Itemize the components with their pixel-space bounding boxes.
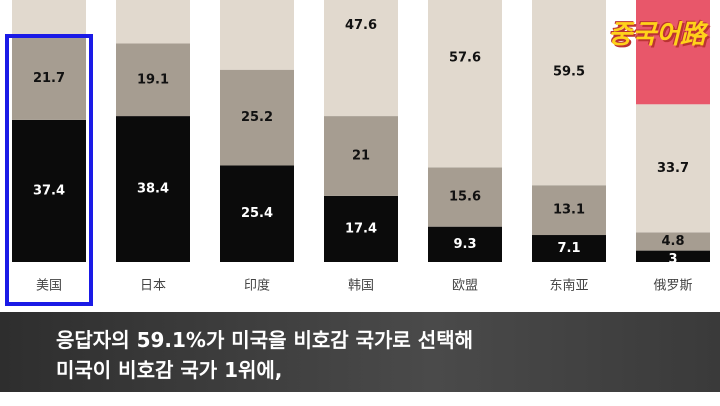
segment-label: 9.3 xyxy=(453,237,476,252)
segment-label: 57.6 xyxy=(449,50,481,65)
category-label: 美国 xyxy=(36,279,62,294)
bar-segment xyxy=(324,0,398,117)
segment-label: 17.4 xyxy=(345,221,377,236)
category-label: 俄罗斯 xyxy=(653,279,692,294)
bar-segment xyxy=(12,0,86,38)
segment-label: 21.7 xyxy=(33,71,65,86)
segment-label: 19.1 xyxy=(137,72,169,87)
segment-label: 37.4 xyxy=(33,183,65,198)
segment-label: 59.5 xyxy=(553,65,585,80)
category-label: 日本 xyxy=(140,279,166,294)
category-label: 印度 xyxy=(244,278,270,294)
segment-label: 25.2 xyxy=(241,110,273,125)
bar-segment xyxy=(116,43,190,117)
segment-label: 38.4 xyxy=(137,182,169,197)
logo: 중국어路 xyxy=(608,20,706,50)
segment-label: 3 xyxy=(668,252,677,267)
segment-label: 25.4 xyxy=(241,206,273,221)
bar-segment xyxy=(636,104,710,233)
segment-label: 47.6 xyxy=(345,18,377,33)
bar-segment xyxy=(532,235,606,262)
chart: 37.421.740.9美国38.419.142.5日本25.425.247.5… xyxy=(5,0,710,306)
highlight-box xyxy=(5,34,93,306)
bar-segment xyxy=(428,226,502,262)
caption-band: 응답자의 59.1%가 미국을 비호감 국가로 선택해 미국이 비호감 국가 1… xyxy=(0,312,720,392)
bar-segment xyxy=(324,195,398,262)
bar-segment xyxy=(116,0,190,44)
segment-label: 4.8 xyxy=(661,234,684,249)
bar-segment xyxy=(324,116,398,196)
segment-label: 21 xyxy=(352,148,370,163)
category-label: 东南亚 xyxy=(549,278,588,294)
bar-segment xyxy=(428,167,502,227)
bar-segment xyxy=(636,0,710,105)
bar-segment xyxy=(532,185,606,236)
segment-label: 15.6 xyxy=(449,190,481,205)
bar-segment xyxy=(532,0,606,186)
segment-label: 7.1 xyxy=(557,241,580,256)
bar-segment xyxy=(12,37,86,120)
bar-segment xyxy=(12,119,86,262)
segment-label: 33.7 xyxy=(657,161,689,176)
segment-label: 58.5 xyxy=(657,0,689,1)
category-label: 韩国 xyxy=(348,279,374,294)
bar-segment xyxy=(220,165,294,262)
caption-line: 응답자의 59.1%가 미국을 비호감 국가로 선택해 xyxy=(56,328,473,352)
category-label: 欧盟 xyxy=(452,279,478,294)
bar-segment xyxy=(220,69,294,166)
caption-line: 미국이 비호감 국가 1위에, xyxy=(56,358,283,382)
bar-segment xyxy=(428,0,502,168)
bar-segment xyxy=(636,232,710,251)
bar-segment xyxy=(220,0,294,70)
bar-segment xyxy=(116,116,190,262)
bar-segment xyxy=(636,250,710,262)
segment-label: 13.1 xyxy=(553,203,585,218)
